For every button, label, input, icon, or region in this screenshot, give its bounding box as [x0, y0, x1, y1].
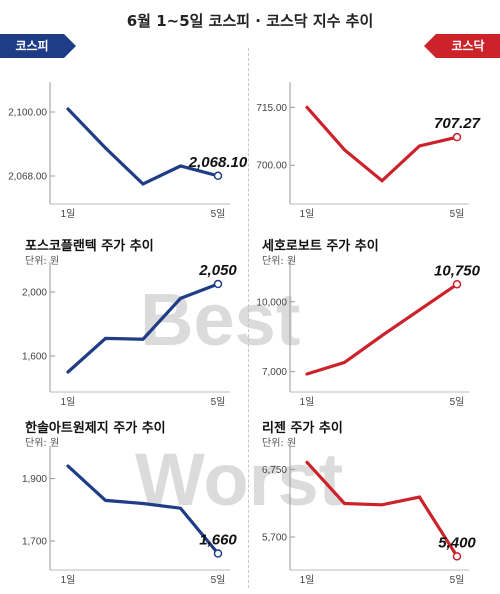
regen-panel-title: 리젠 주가 추이 [262, 420, 343, 436]
kospi-y-tick-label: 2,068.00 [8, 172, 47, 183]
kosdaq-series-line [305, 105, 459, 183]
seho-panel-title: 세호로보트 주가 추이 [262, 238, 379, 254]
kosdaq-last-point [452, 132, 462, 142]
seho-unit-label: 단위: 원 [262, 254, 296, 267]
watermark-best: Best [140, 278, 300, 361]
hansol-y-tick-label: 1,900 [22, 474, 47, 485]
posco-panel-title: 포스코플랜텍 주가 추이 [25, 238, 154, 254]
posco-series-line [66, 282, 220, 374]
regen-last-point [452, 552, 462, 561]
kospi-last-point [213, 171, 223, 181]
kospi-x-tick-label: 1일 [61, 208, 76, 220]
posco-y-tick-label: 1,600 [22, 352, 47, 363]
hansol-x-tick-label: 5일 [211, 574, 226, 586]
regen-x-tick-label: 1일 [300, 574, 315, 586]
watermark-worst: Worst [135, 438, 343, 521]
kosdaq-last-value-label: 707.27 [434, 115, 481, 132]
posco-last-point [213, 279, 223, 289]
seho-x-tick-label: 5일 [450, 396, 465, 408]
seho-last-point [452, 280, 462, 289]
posco-y-tick-label: 2,000 [22, 288, 47, 299]
regen-unit-label: 단위: 원 [262, 436, 296, 449]
regen-y-tick-label: 5,700 [262, 533, 287, 544]
kosdaq-x-tick-label: 5일 [450, 208, 465, 220]
seho-series-line [305, 282, 459, 376]
posco-unit-label: 단위: 원 [25, 254, 59, 267]
posco-last-value-label: 2,050 [198, 262, 237, 279]
kospi-last-value-label: 2,068.10 [188, 154, 248, 171]
seho-y-tick-label: 7,000 [262, 367, 287, 378]
kospi-marker: 코스피 [0, 34, 76, 58]
seho-x-tick-label: 1일 [300, 396, 315, 408]
column-divider [248, 48, 249, 588]
kosdaq-marker: 코스닥 [424, 34, 500, 58]
seho-last-value-label: 10,750 [434, 262, 481, 279]
kosdaq-x-tick-label: 1일 [300, 208, 315, 220]
regen-series-line [305, 460, 459, 558]
hansol-y-tick-label: 1,700 [22, 537, 47, 548]
kosdaq-y-tick-label: 700.00 [256, 161, 287, 172]
kosdaq-y-tick-label: 715.00 [256, 103, 287, 114]
hansol-panel-title: 한솔아트원제지 주가 추이 [25, 420, 166, 436]
kospi-x-tick-label: 5일 [211, 208, 226, 220]
hansol-last-value-label: 1,660 [199, 532, 237, 549]
regen-y-tick-label: 6,750 [262, 465, 287, 476]
posco-x-tick-label: 1일 [61, 396, 76, 408]
kospi-series-line [66, 107, 220, 186]
hansol-last-point [213, 549, 223, 558]
hansol-unit-label: 단위: 원 [25, 436, 59, 449]
hansol-x-tick-label: 1일 [61, 574, 76, 586]
main-title: 6월 1~5일 코스피 · 코스닥 지수 추이 [126, 12, 374, 30]
kospi-y-tick-label: 2,100.00 [8, 108, 47, 119]
seho-y-tick-label: 10,000 [256, 297, 287, 308]
posco-x-tick-label: 5일 [211, 396, 226, 408]
regen-x-tick-label: 5일 [450, 574, 465, 586]
regen-last-value-label: 5,400 [438, 534, 476, 551]
hansol-series-line [66, 464, 220, 556]
